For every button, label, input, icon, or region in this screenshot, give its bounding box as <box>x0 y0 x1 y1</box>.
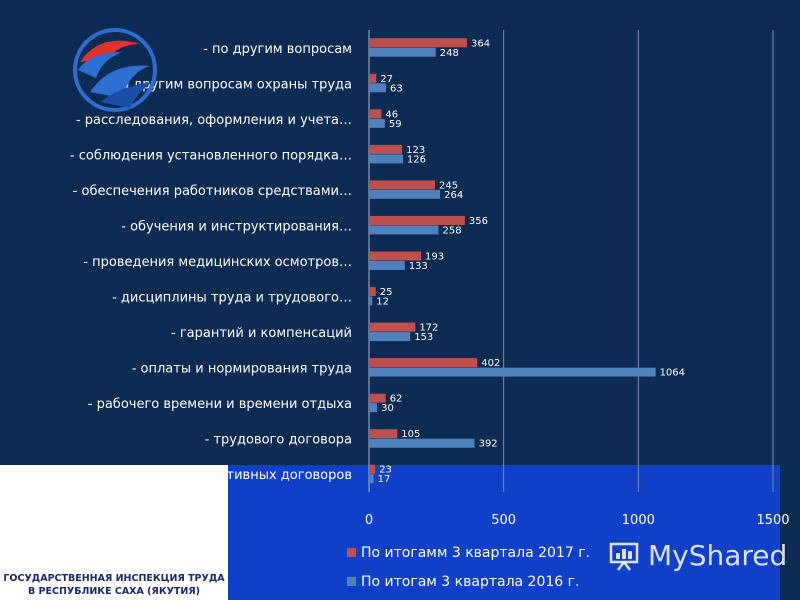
bar-series-1 <box>369 429 398 439</box>
x-tick-label: 0 <box>365 513 373 528</box>
bar-series-2 <box>369 225 439 235</box>
category-label: - по другим вопросам охраны труда <box>104 77 352 92</box>
bar-series-1 <box>369 393 386 403</box>
bar-series-1 <box>369 251 421 261</box>
legend: По итогамм 3 квартала 2017 г. По итогам 3… <box>347 545 590 590</box>
bar-series-2 <box>369 296 373 306</box>
bar-series-2 <box>369 189 441 199</box>
category-label: - дисциплины труда и трудового… <box>112 291 352 306</box>
x-axis-ticks: 0 500 1000 1500 <box>365 513 790 528</box>
bar-series-2 <box>369 154 403 164</box>
bars <box>369 38 656 484</box>
data-label-series-2: 126 <box>407 154 426 165</box>
bar-series-1 <box>369 322 416 332</box>
bar-series-2 <box>369 261 405 270</box>
watermark-text: MyShared <box>648 538 788 572</box>
data-label-series-1: 25 <box>380 287 393 298</box>
bar-series-2 <box>369 83 386 93</box>
data-label-series-1: 402 <box>481 358 500 369</box>
data-label-series-2: 1064 <box>660 368 685 379</box>
category-label: - обучения и инструктирования… <box>121 219 352 234</box>
bar-series-2 <box>369 47 436 57</box>
data-label-series-2: 30 <box>381 403 394 414</box>
data-label-series-1: 46 <box>385 109 398 120</box>
category-label: - гарантий и компенсаций <box>171 326 352 341</box>
data-label-series-2: 63 <box>390 83 403 94</box>
legend-label-series-2: По итогам 3 квартала 2016 г. <box>361 574 579 590</box>
bar-series-1 <box>369 358 478 368</box>
category-label: - расследования, оформления и учета… <box>76 113 352 128</box>
data-label-series-2: 392 <box>479 439 498 450</box>
data-label-series-2: 12 <box>376 297 389 308</box>
data-label-series-2: 258 <box>442 225 461 236</box>
category-label: - коллективных договоров <box>169 468 352 483</box>
bar-series-1 <box>369 215 465 225</box>
inspection-logo-icon <box>73 28 157 112</box>
category-label: - проведения медицинских осмотров… <box>83 255 352 270</box>
data-label-series-1: 123 <box>406 145 425 156</box>
data-label-series-1: 23 <box>379 465 392 476</box>
bar-series-2 <box>369 118 385 128</box>
bar-series-1 <box>369 287 376 297</box>
category-label: - трудового договора <box>205 433 352 448</box>
category-label: - обеспечения работников средствами… <box>73 184 352 199</box>
organization-logo-box <box>0 465 228 600</box>
legend-swatch-series-2 <box>347 577 356 586</box>
legend-label-series-1: По итогамм 3 квартала 2017 г. <box>361 545 590 561</box>
data-label-series-2: 248 <box>440 48 459 59</box>
data-label-series-2: 59 <box>389 119 402 130</box>
data-label-series-1: 62 <box>390 394 403 405</box>
x-tick-label: 1000 <box>622 513 655 528</box>
bar-series-2 <box>369 367 656 377</box>
legend-swatch-series-1 <box>347 548 356 557</box>
data-label-series-1: 364 <box>471 38 490 49</box>
category-label: - соблюдения установленного порядка… <box>70 148 352 163</box>
organization-name-line-2: В РЕСПУБЛИКЕ САХА (ЯКУТИЯ) <box>27 586 201 597</box>
bar-series-1 <box>369 144 403 154</box>
bar-series-1 <box>369 38 468 48</box>
data-label-series-1: 172 <box>419 323 438 334</box>
category-label: - оплаты и нормирования труда <box>132 362 352 377</box>
bar-series-1 <box>369 180 435 190</box>
watermark: MyShared <box>608 535 787 575</box>
data-label-series-2: 264 <box>444 190 463 201</box>
data-label-series-2: 17 <box>378 474 391 485</box>
data-label-series-2: 133 <box>409 261 428 272</box>
data-label-series-1: 193 <box>425 252 444 263</box>
x-tick-label: 500 <box>491 513 516 528</box>
data-label-series-1: 27 <box>380 74 393 85</box>
presentation-board-icon <box>609 542 639 571</box>
bar-series-2 <box>369 438 475 448</box>
bar-series-1 <box>369 109 382 119</box>
data-label-series-1: 245 <box>439 180 458 191</box>
data-label-series-1: 105 <box>401 429 420 440</box>
x-tick-label: 1500 <box>756 513 789 528</box>
category-labels: - по другим вопросам - по другим вопросам… <box>70 42 352 483</box>
organization-name-line-1: ГОСУДАРСТВЕННАЯ ИНСПЕКЦИЯ ТРУДА <box>3 573 225 584</box>
category-label: - рабочего времени и времени отдыха <box>88 397 352 412</box>
bar-series-1 <box>369 73 377 83</box>
category-label: - по другим вопросам <box>203 42 352 57</box>
bar-series-2 <box>369 474 374 484</box>
bar-series-2 <box>369 332 411 342</box>
bar-series-1 <box>369 464 376 474</box>
data-label-series-2: 153 <box>414 332 433 343</box>
bar-series-2 <box>369 403 378 413</box>
data-label-series-1: 356 <box>469 216 488 227</box>
